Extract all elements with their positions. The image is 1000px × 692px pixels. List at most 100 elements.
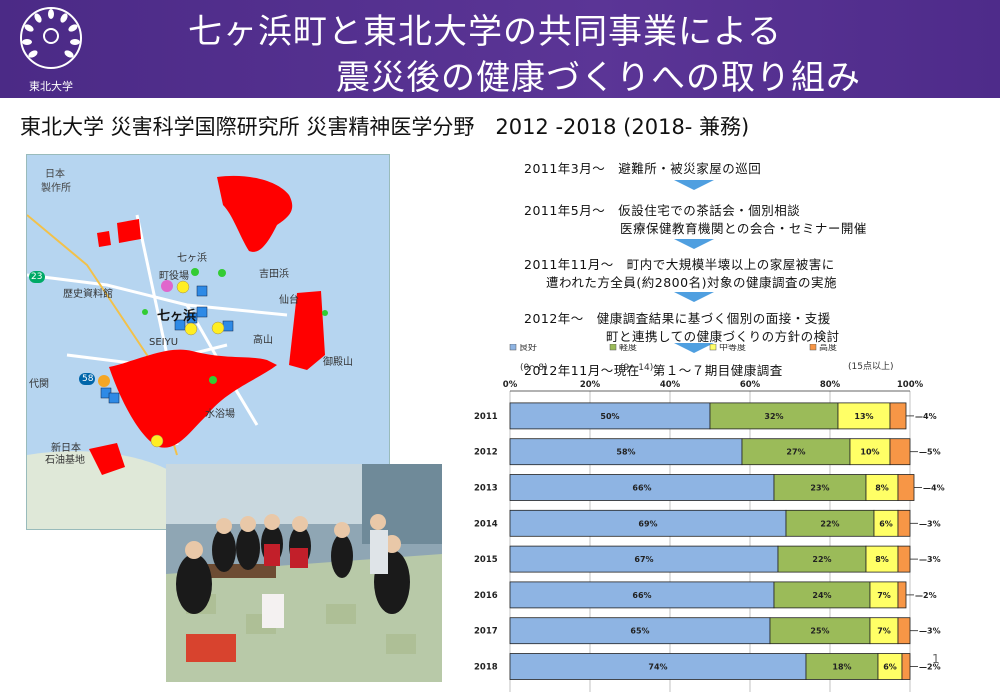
timeline-item-4-detail: 町と連携しての健康づくりの方針の検討 [606, 329, 840, 344]
timeline-item-4: 2012年～ 健康調査結果に基づく個別の面接・支援 [524, 311, 831, 326]
legend-range-label: (9〜14) [620, 363, 653, 373]
university-logo: 東北大学 [14, 4, 88, 94]
bar-segment [773, 581, 871, 609]
bar-segment [877, 653, 903, 680]
map-label: 七ヶ浜 [177, 253, 207, 264]
timeline-item-3: 2011年11月～ 町内で大規模半壊以上の家屋被害に [524, 257, 835, 272]
category-label: 2018 [474, 663, 498, 673]
bar-segment [509, 581, 775, 609]
down-arrow-icon [674, 239, 714, 249]
map-label: 町役場 [159, 271, 189, 282]
bar-segment [901, 653, 911, 680]
map-label: 水浴場 [205, 409, 235, 420]
data-label: 13% [854, 412, 873, 421]
data-label: 66% [632, 591, 651, 600]
bar-segment [849, 438, 891, 466]
data-label: 23% [810, 484, 829, 493]
data-label: 7% [877, 591, 891, 600]
data-label: 6% [879, 519, 893, 528]
category-label: 2012 [474, 448, 498, 458]
category-label: 2017 [474, 627, 498, 637]
outside-data-label: —3% [919, 627, 941, 636]
legend-swatch [509, 344, 517, 351]
bar-segment [873, 509, 899, 537]
data-label: 10% [860, 448, 879, 457]
affiliation-subtitle: 東北大学 災害科学国際研究所 災害精神医学分野 2012 -2018 (2018… [20, 115, 750, 139]
timeline-item-2-detail: 医療保健教育機関との会合・セミナー開催 [620, 221, 867, 236]
bar-segment [865, 474, 899, 501]
chart-note: (15点以上) [848, 361, 893, 372]
category-label: 2013 [474, 484, 498, 494]
legend-label: 良好 [519, 344, 537, 353]
down-arrow-icon [674, 292, 714, 302]
category-label: 2011 [474, 412, 498, 422]
legend-range-label: (0〜8) [520, 363, 547, 373]
header-banner: 東北大学 七ヶ浜町と東北大学の共同事業による 震災後の健康づくりへの取り組み [0, 0, 1000, 98]
map-label: 製作所 [41, 183, 71, 194]
timeline-item-2: 2011年5月～ 仮設住宅での茶話会・個別相談 [524, 203, 801, 218]
legend-label: 高度 [819, 344, 837, 353]
page-number: 1 [932, 652, 940, 666]
map-label: 吉田浜 [259, 269, 289, 280]
x-tick-label: 100% [897, 380, 924, 390]
bar-segment [509, 474, 775, 501]
data-label: 67% [634, 555, 653, 564]
data-label: 74% [648, 663, 667, 672]
x-tick-label: 0% [503, 380, 518, 390]
x-tick-label: 60% [740, 380, 761, 390]
legend-swatch [609, 344, 617, 351]
timeline-item-3-detail: 遭われた方全員(約2800名)対象の健康調査の実施 [546, 275, 837, 290]
logo-text: 東北大学 [29, 80, 73, 93]
data-label: 27% [786, 448, 805, 457]
map-label: SEIYU [149, 337, 179, 348]
data-label: 8% [875, 484, 889, 493]
bar-segment [897, 509, 911, 537]
down-arrow-icon [674, 343, 714, 353]
bar-segment [897, 545, 911, 573]
data-label: 22% [812, 555, 831, 564]
data-label: 50% [600, 412, 619, 421]
category-label: 2015 [474, 555, 498, 565]
page-title-line-1: 七ヶ浜町と東北大学の共同事業による [188, 12, 782, 52]
category-label: 2014 [474, 519, 498, 529]
map-label: 日本 [45, 169, 65, 180]
bar-segment [865, 545, 899, 573]
timeline-item-5: 2012年11月～現在 第１～７期目健康調査 [524, 363, 783, 378]
outside-data-label: —2% [919, 663, 941, 672]
legend-swatch [809, 344, 817, 351]
health-survey-chart: 良好 軽度 中等度 高度 (0〜8) (9〜14) (15点以上) 0% 20% 40% 60% 80… [474, 344, 945, 692]
map-label: 御殿山 [323, 357, 353, 368]
data-label: 8% [875, 555, 889, 564]
outside-data-label: —2% [915, 591, 937, 600]
down-arrow-icon [674, 180, 714, 190]
data-label: 7% [877, 627, 891, 636]
route-sign: 58 [82, 374, 94, 384]
group-photo [166, 464, 442, 682]
bar-segment [897, 474, 915, 501]
data-label: 32% [764, 412, 783, 421]
bar-segment [509, 617, 771, 645]
legend-label: 中等度 [719, 344, 746, 353]
data-label: 58% [616, 448, 635, 457]
data-label: 65% [630, 627, 649, 636]
bar-segment [869, 617, 899, 645]
data-label: 6% [883, 663, 897, 672]
bar-segment [509, 402, 711, 430]
outside-data-label: —3% [919, 555, 941, 564]
map-label: 石油基地 [45, 455, 85, 466]
outside-data-label: —3% [919, 519, 941, 528]
bar-segment [889, 438, 911, 466]
bar-segment [509, 438, 743, 466]
data-label: 25% [810, 627, 829, 636]
bar-segment [897, 617, 911, 645]
data-label: 18% [832, 663, 851, 672]
route-sign: 23 [31, 272, 43, 282]
outside-data-label: —5% [919, 448, 941, 457]
bar-segment [509, 653, 807, 680]
bar-segment [509, 509, 787, 537]
bar-segment [709, 402, 839, 430]
data-label: 22% [820, 519, 839, 528]
legend-swatch [709, 344, 717, 351]
map-label: 新日本 [51, 443, 81, 454]
map-label: 高山 [253, 335, 273, 346]
